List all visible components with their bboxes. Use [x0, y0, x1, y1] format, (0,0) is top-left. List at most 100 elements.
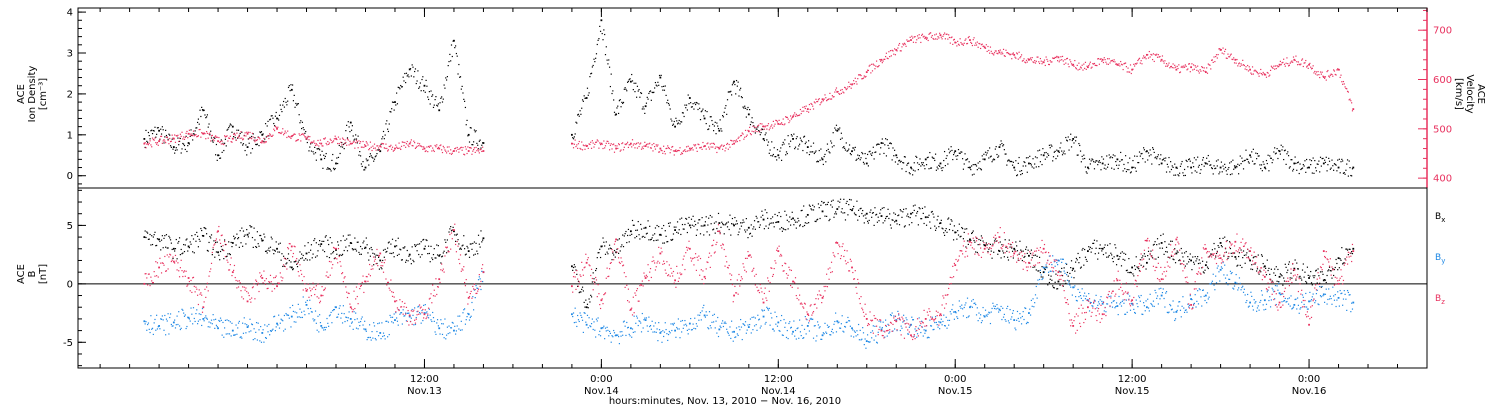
data-dot: [151, 327, 154, 329]
data-dot: [265, 136, 267, 138]
data-dot: [838, 129, 840, 131]
data-dot: [1316, 163, 1318, 165]
data-dot: [917, 224, 919, 226]
data-dot: [806, 222, 808, 224]
data-dot: [1085, 68, 1087, 70]
data-dot: [736, 333, 738, 335]
data-dot: [584, 148, 586, 150]
data-point: [806, 108, 809, 110]
data-dot: [714, 121, 716, 123]
series-black: [143, 19, 1355, 177]
data-dot: [471, 153, 473, 155]
data-dot: [258, 145, 260, 147]
data-dot: [771, 328, 774, 330]
data-dot: [779, 150, 781, 152]
data-dot: [753, 316, 755, 318]
data-dot: [1225, 57, 1227, 59]
data-dot: [213, 140, 215, 142]
data-dot: [788, 121, 790, 124]
data-dot: [909, 36, 911, 38]
data-dot: [368, 336, 370, 339]
data-dot: [952, 229, 954, 232]
data-dot: [1164, 241, 1166, 243]
data-dot: [798, 225, 801, 227]
data-dot: [776, 149, 779, 151]
data-dot: [702, 141, 704, 144]
data-dot: [637, 220, 639, 223]
data-dot: [767, 309, 770, 311]
data-dot: [1206, 157, 1208, 159]
data-point: [305, 252, 308, 255]
data-dot: [628, 144, 630, 146]
data-dot: [843, 198, 845, 200]
data-dot: [389, 314, 391, 317]
data-point: [172, 146, 175, 148]
data-dot: [601, 32, 603, 35]
data-dot: [877, 216, 879, 218]
data-dot: [427, 253, 429, 255]
data-dot: [609, 332, 611, 335]
data-dot: [1141, 63, 1143, 65]
data-dot: [925, 224, 928, 226]
data-dot: [275, 126, 277, 128]
data-dot: [839, 93, 841, 95]
data-dot: [1027, 249, 1029, 251]
data-dot: [422, 319, 424, 322]
data-dot: [682, 150, 684, 152]
data-dot: [738, 326, 740, 328]
data-dot: [844, 212, 846, 214]
data-dot: [1311, 172, 1313, 174]
data-dot: [1161, 159, 1164, 161]
data-dot: [366, 160, 368, 162]
data-dot: [607, 63, 609, 65]
data-dot: [605, 241, 607, 243]
data-dot: [820, 338, 822, 340]
data-point: [733, 80, 735, 83]
data-dot: [399, 248, 401, 250]
data-dot: [420, 322, 422, 324]
data-point: [1219, 49, 1222, 51]
data-dot: [1002, 53, 1004, 55]
data-dot: [1055, 56, 1057, 59]
data-dot: [991, 52, 993, 54]
data-dot: [921, 34, 923, 36]
data-dot: [1292, 170, 1294, 172]
data-dot: [360, 163, 362, 165]
data-dot: [684, 149, 686, 151]
data-dot: [465, 319, 467, 321]
data-dot: [876, 221, 879, 223]
data-dot: [999, 49, 1001, 51]
data-dot: [405, 320, 408, 322]
data-dot: [708, 217, 710, 219]
data-dot: [327, 322, 329, 324]
data-dot: [871, 330, 874, 332]
data-dot: [151, 328, 153, 330]
data-dot: [472, 242, 474, 245]
data-dot: [616, 107, 618, 109]
data-dot: [332, 252, 334, 254]
data-dot: [473, 254, 475, 256]
data-dot: [617, 252, 620, 254]
data-dot: [661, 86, 663, 88]
data-dot: [894, 213, 897, 215]
data-dot: [821, 338, 823, 340]
data-dot: [392, 252, 394, 254]
data-dot: [1185, 250, 1187, 253]
data-dot: [1147, 54, 1149, 56]
data-dot: [459, 76, 462, 78]
data-dot: [1115, 247, 1117, 249]
data-dot: [1034, 254, 1037, 256]
data-dot: [151, 137, 154, 139]
data-point: [1322, 76, 1325, 78]
data-dot: [1338, 267, 1340, 269]
data-dot: [759, 123, 761, 125]
data-dot: [604, 327, 607, 329]
data-dot: [269, 134, 272, 136]
data-dot: [444, 149, 446, 151]
data-dot: [473, 289, 476, 291]
data-dot: [1315, 73, 1317, 75]
data-dot: [1001, 51, 1003, 53]
data-dot: [346, 144, 348, 146]
data-dot: [1169, 257, 1171, 259]
data-dot: [779, 330, 781, 332]
